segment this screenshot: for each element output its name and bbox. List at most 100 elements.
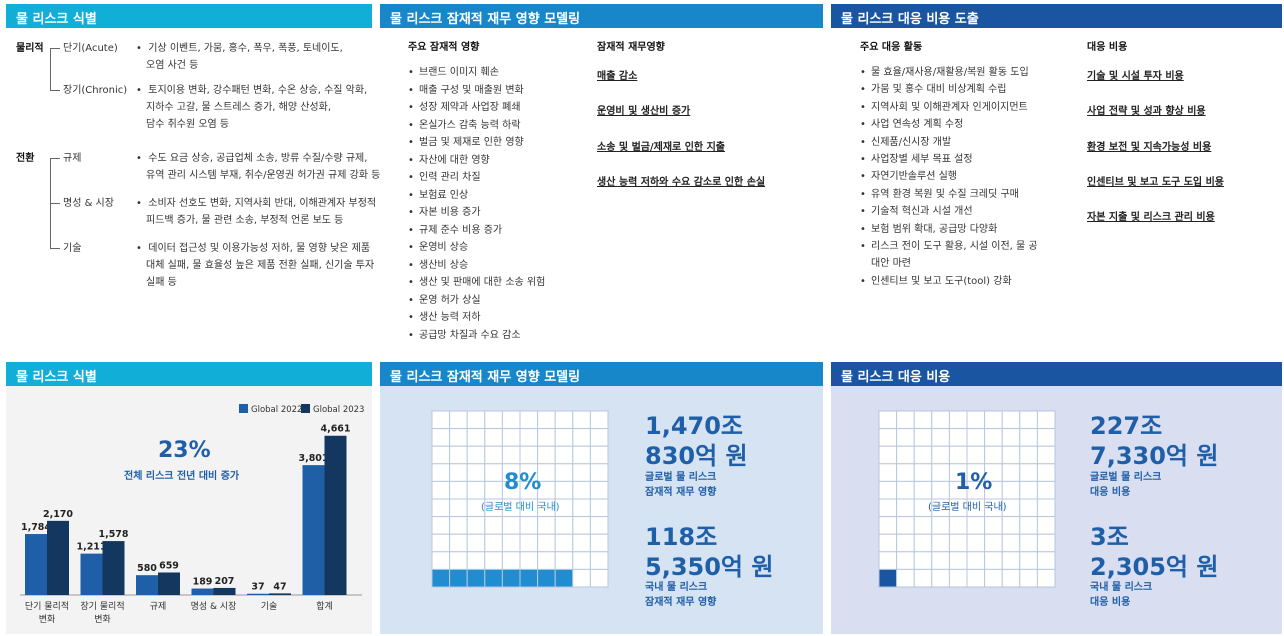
waffle-cell <box>466 533 486 553</box>
waffle-cell <box>501 445 521 465</box>
waffle-cell <box>431 463 451 482</box>
bar-value-label: 47 <box>273 581 286 592</box>
waffle-cell <box>984 533 1003 553</box>
waffle-cell <box>931 463 950 482</box>
waffle-chart <box>878 410 1056 588</box>
bar-value-label: 1,784 <box>21 522 51 533</box>
bar <box>269 593 291 595</box>
risk-description: • 소비자 선호도 변화, 지역사회 반대, 이해관계자 부정적 피드백 증가, … <box>136 198 377 226</box>
activity-item: 사업 연속성 계획 수정 <box>860 116 1038 133</box>
waffle-cell <box>896 498 915 518</box>
impact-list: 브랜드 이미지 훼손매출 구성 및 매출원 변화성장 제약과 사업장 폐쇄온실가… <box>408 64 545 344</box>
caption-line: 글로벌 물 리스크 <box>645 472 717 483</box>
activity-item: 신제품/신시장 개발 <box>860 134 1038 151</box>
impact-item: 자산에 대한 영향 <box>408 152 545 170</box>
waffle-cell <box>554 516 574 535</box>
description-line: 기상 이벤트, 가뭄, 홍수, 폭우, 폭풍, 토네이도, <box>148 43 343 54</box>
activity-item: 자연기반솔루션 실행 <box>860 168 1038 185</box>
impact-item: 생산 능력 저하 <box>408 309 545 327</box>
waffle-cell-filled <box>449 568 468 588</box>
waffle-cell <box>948 551 968 570</box>
financial-impact-item: 매출 감소 <box>597 71 638 82</box>
impact-item: 운영 허가 상실 <box>408 292 545 310</box>
waffle-cell-filled <box>484 568 503 588</box>
waffle-cell <box>1036 568 1056 588</box>
waffle-caption: (글로벌 대비 국내) <box>481 502 560 513</box>
waffle-cell <box>878 498 898 518</box>
waffle-cell <box>501 533 521 553</box>
caption-line: 대응 비용 <box>1090 487 1131 498</box>
waffle-cell <box>431 551 451 570</box>
risk-type-label: 기술 <box>63 243 82 254</box>
waffle-cell <box>966 516 986 535</box>
column-title: 주요 잠재적 영향 <box>408 42 480 53</box>
waffle-cell <box>537 428 556 447</box>
impact-item: 자본 비용 증가 <box>408 204 545 222</box>
waffle-cell <box>896 463 915 482</box>
waffle-cell <box>519 445 539 465</box>
waffle-cell <box>1036 480 1056 500</box>
activity-item: 유역 환경 복원 및 수질 크레딧 구매 <box>860 186 1038 203</box>
bar <box>47 520 69 595</box>
waffle-cell <box>572 463 591 482</box>
waffle-cell <box>537 551 556 570</box>
category-label: 변화 <box>39 614 56 625</box>
activity-item: 대안 마련 <box>871 258 911 270</box>
waffle-cell <box>878 463 898 482</box>
description-line: 지하수 고갈, 물 스트레스 증가, 해양 산성화, <box>146 102 332 113</box>
waffle-cell <box>1036 445 1056 465</box>
waffle-cell <box>1001 533 1021 553</box>
waffle-cell <box>878 410 898 430</box>
response-cost-item: 자본 지출 및 리스크 관리 비용 <box>1087 212 1215 223</box>
financial-impact-item: 소송 및 벌금/제재로 인한 지출 <box>597 142 725 153</box>
category-transition: 전환 <box>16 153 35 164</box>
bar-value-label: 189 <box>193 577 213 588</box>
waffle-caption: (글로벌 대비 국내) <box>928 502 1007 513</box>
waffle-cell <box>572 568 591 588</box>
waffle-cell <box>896 480 915 500</box>
waffle-cell <box>572 480 591 500</box>
waffle-cell <box>984 410 1003 430</box>
column-title: 대응 비용 <box>1087 42 1128 53</box>
waffle-cell <box>484 463 503 482</box>
impact-item: 성장 제약과 사업장 폐쇄 <box>408 99 545 117</box>
waffle-cell <box>1019 410 1038 430</box>
waffle-cell <box>537 410 556 430</box>
waffle-cell <box>554 551 574 570</box>
impact-item: 운영비 상승 <box>408 239 545 257</box>
waffle-cell-filled <box>501 568 521 588</box>
bar <box>302 465 325 595</box>
waffle-cell <box>896 428 915 447</box>
waffle-cell <box>878 516 898 535</box>
waffle-cell <box>501 410 521 430</box>
panel-header: 물 리스크 대응 비용 <box>831 362 1282 386</box>
financial-impact-waffle-panel: 물 리스크 잠재적 재무 영향 모델링 8% (글로벌 대비 국내) 1,470… <box>380 362 823 634</box>
impact-item: 공급망 차질과 수요 감소 <box>408 327 545 345</box>
waffle-cell <box>913 551 933 570</box>
waffle-cell <box>484 516 503 535</box>
waffle-cell <box>1036 463 1056 482</box>
waffle-cell <box>431 428 451 447</box>
risk-identification-chart-panel: 물 리스크 식별 1,784 2,170 단기 물리적 변화 1,211 1,578 장기 … <box>6 362 372 634</box>
waffle-percentage: 1% <box>955 470 993 495</box>
waffle-cell <box>948 568 968 588</box>
waffle-cell <box>896 410 915 430</box>
waffle-cell <box>878 445 898 465</box>
waffle-cell <box>572 516 591 535</box>
waffle-cell <box>1019 428 1038 447</box>
waffle-cell <box>554 480 574 500</box>
panel-header: 물 리스크 잠재적 재무 영향 모델링 <box>380 4 823 28</box>
waffle-cell <box>896 516 915 535</box>
column-title: 잠재적 재무영향 <box>597 42 665 53</box>
impact-item: 브랜드 이미지 훼손 <box>408 64 545 82</box>
waffle-cell <box>931 445 950 465</box>
financial-impact-item: 운영비 및 생산비 증가 <box>597 106 691 117</box>
waffle-cell <box>431 533 451 553</box>
caption-line: 글로벌 물 리스크 <box>1090 472 1162 483</box>
description-line: 데이터 접근성 및 이용가능성 저하, 물 영향 낮은 제품 <box>148 243 371 254</box>
waffle-cell <box>1001 551 1021 570</box>
description-line: 유역 관리 시스템 부재, 취수/운영권 허가권 규제 강화 등 <box>146 170 381 181</box>
waffle-cell <box>519 516 539 535</box>
description-line: 소비자 선호도 변화, 지역사회 반대, 이해관계자 부정적 <box>148 198 377 209</box>
